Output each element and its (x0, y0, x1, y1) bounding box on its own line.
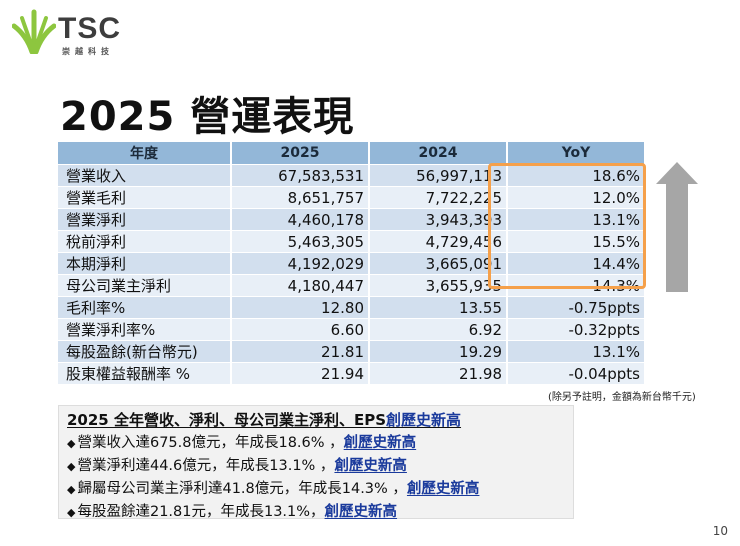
row-label: 營業毛利 (58, 186, 232, 209)
value-2025: 12.80 (231, 296, 370, 319)
record-label: 創歷史新高 (324, 504, 398, 520)
header-yoy: YoY (507, 142, 646, 165)
logo-subtitle: 崇越科技 (62, 47, 114, 56)
value-2024: 4,729,456 (369, 230, 508, 253)
highlights-title: 2025 全年營收、淨利、母公司業主淨利、EPS創歷史新高 (67, 409, 565, 430)
value-yoy: -0.75ppts (507, 296, 646, 319)
value-2024: 6.92 (369, 318, 508, 341)
header-2024: 2024 (369, 142, 508, 165)
value-2025: 21.94 (231, 362, 370, 384)
up-arrow-icon (656, 162, 698, 292)
value-yoy: 18.6% (507, 164, 646, 187)
highlights-title-text: 2025 全年營收、淨利、母公司業主淨利、EPS (67, 411, 387, 429)
value-2025: 4,460,178 (231, 208, 370, 231)
table-row: 股東權益報酬率 % 21.94 21.98 -0.04ppts (58, 362, 646, 384)
value-yoy: 14.3% (507, 274, 646, 297)
record-label: 創歷史新高 (343, 435, 417, 451)
value-yoy: -0.04ppts (507, 362, 646, 384)
value-2024: 3,665,091 (369, 252, 508, 275)
page-title: 2025 營運表現 (60, 94, 355, 140)
diamond-bullet-icon: ◆ (67, 460, 76, 473)
value-2024: 56,997,113 (369, 164, 508, 187)
value-2024: 3,943,393 (369, 208, 508, 231)
row-label: 毛利率% (58, 296, 232, 319)
table-row: 本期淨利 4,192,029 3,665,091 14.4% (58, 252, 646, 275)
table-header-row: 年度 2025 2024 YoY (58, 142, 646, 165)
diamond-bullet-icon: ◆ (67, 437, 76, 450)
diamond-bullet-icon: ◆ (67, 483, 76, 496)
value-2024: 7,722,225 (369, 186, 508, 209)
value-yoy: 14.4% (507, 252, 646, 275)
value-yoy: -0.32ppts (507, 318, 646, 341)
diamond-bullet-icon: ◆ (67, 506, 76, 519)
value-2024: 21.98 (369, 362, 508, 384)
row-label: 營業淨利 (58, 208, 232, 231)
highlight-item: ◆ 營業收入達675.8億元，年成長18.6% ，創歷史新高 (67, 432, 565, 455)
row-label: 股東權益報酬率 % (58, 362, 232, 384)
highlight-text: 歸屬母公司業主淨利達41.8億元，年成長14.3% ， (77, 481, 407, 497)
logo-name: TSC (58, 12, 121, 45)
value-yoy: 15.5% (507, 230, 646, 253)
row-label: 營業收入 (58, 164, 232, 187)
row-label: 本期淨利 (58, 252, 232, 275)
table-row: 營業收入 67,583,531 56,997,113 18.6% (58, 164, 646, 187)
highlights-title-record: 創歷史新高 (386, 411, 462, 429)
tsc-logo: TSC 崇越科技 (12, 8, 132, 56)
value-2025: 8,651,757 (231, 186, 370, 209)
value-2024: 19.29 (369, 340, 508, 363)
table-row: 每股盈餘(新台幣元) 21.81 19.29 13.1% (58, 340, 646, 363)
yoy-highlight-box (488, 163, 646, 289)
value-2024: 3,655,935 (369, 274, 508, 297)
highlight-text: 營業收入達675.8億元，年成長18.6% ， (77, 435, 344, 451)
value-2025: 67,583,531 (231, 164, 370, 187)
row-label: 營業淨利率% (58, 318, 232, 341)
table-row: 營業淨利 4,460,178 3,943,393 13.1% (58, 208, 646, 231)
record-label: 創歷史新高 (406, 481, 480, 497)
value-2025: 21.81 (231, 340, 370, 363)
highlight-item: ◆ 每股盈餘達21.81元，年成長13.1%，創歷史新高 (67, 501, 565, 524)
highlights-box: 2025 全年營收、淨利、母公司業主淨利、EPS創歷史新高 ◆ 營業收入達675.… (58, 405, 574, 520)
header-year: 年度 (58, 142, 232, 165)
value-yoy: 13.1% (507, 208, 646, 231)
performance-table: 年度 2025 2024 YoY 營業收入 67,583,531 56,997,… (58, 142, 646, 384)
table-row: 稅前淨利 5,463,305 4,729,456 15.5% (58, 230, 646, 253)
value-2025: 4,180,447 (231, 274, 370, 297)
highlight-text: 營業淨利達44.6億元，年成長13.1% ， (77, 458, 335, 474)
row-label: 母公司業主淨利 (58, 274, 232, 297)
table-row: 毛利率% 12.80 13.55 -0.75ppts (58, 296, 646, 319)
value-2024: 13.55 (369, 296, 508, 319)
highlight-item: ◆ 歸屬母公司業主淨利達41.8億元，年成長14.3% ，創歷史新高 (67, 478, 565, 501)
row-label: 每股盈餘(新台幣元) (58, 340, 232, 363)
table-row: 母公司業主淨利 4,180,447 3,655,935 14.3% (58, 274, 646, 297)
value-2025: 4,192,029 (231, 252, 370, 275)
value-2025: 5,463,305 (231, 230, 370, 253)
value-2025: 6.60 (231, 318, 370, 341)
highlight-text: 每股盈餘達21.81元，年成長13.1%， (77, 504, 325, 520)
row-label: 稅前淨利 (58, 230, 232, 253)
value-yoy: 12.0% (507, 186, 646, 209)
page-number: 10 (712, 524, 728, 538)
highlight-item: ◆ 營業淨利達44.6億元，年成長13.1% ，創歷史新高 (67, 455, 565, 478)
currency-note: (除另予註明，金額為新台幣千元) (548, 392, 696, 403)
table-row: 營業淨利率% 6.60 6.92 -0.32ppts (58, 318, 646, 341)
value-yoy: 13.1% (507, 340, 646, 363)
header-2025: 2025 (231, 142, 370, 165)
tsc-leaf-icon (12, 9, 56, 54)
record-label: 創歷史新高 (334, 458, 407, 474)
table-row: 營業毛利 8,651,757 7,722,225 12.0% (58, 186, 646, 209)
